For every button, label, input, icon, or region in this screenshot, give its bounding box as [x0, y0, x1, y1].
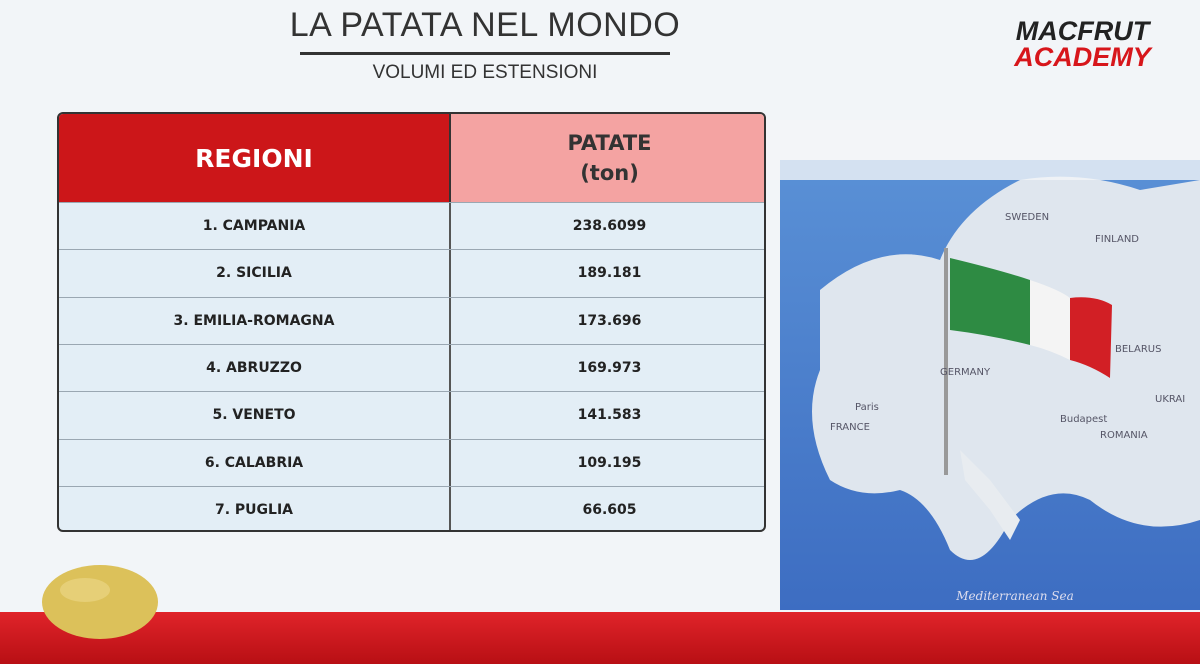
header-cell: REGIONI — [59, 114, 449, 202]
table-row: 5. VENETO 141.583 — [59, 391, 764, 440]
map-label: GERMANY — [940, 367, 991, 378]
map-label: Paris — [855, 402, 879, 413]
map-label: BELARUS — [1115, 344, 1161, 355]
table: REGIONI PATATE (ton) 1. CAMPANIA 238.6099 2… — [57, 112, 766, 532]
map: SWEDEN FINLAND BELARUS GERMANY FRANCE ROMANIA… — [760, 120, 1200, 610]
logo: MACFRUT ACADEMY — [1000, 16, 1165, 72]
region-cell: 5. VENETO — [212, 407, 296, 424]
header-text: REGIONI — [195, 143, 313, 173]
value-cell: 66.605 — [449, 486, 764, 530]
potato — [42, 565, 158, 639]
region-cell: 3. EMILIA-ROMAGNA — [173, 312, 335, 329]
table-row: 2. SICILIA 189.181 — [59, 249, 764, 298]
header-text: PATATE — [567, 131, 652, 155]
map-label: Mediterranean Sea — [955, 589, 1073, 603]
table-row: 1. CAMPANIA 238.6099 — [59, 202, 764, 250]
potato-shape — [42, 565, 158, 639]
region-cell: 4. ABRUZZO — [206, 359, 302, 376]
table-row: 3. EMILIA-ROMAGNA 173.696 — [59, 296, 764, 345]
flag-white — [1030, 280, 1070, 360]
flag-green — [950, 258, 1030, 345]
map-label: SWEDEN — [1005, 212, 1049, 223]
header-cell: PATATE (ton) — [449, 114, 764, 202]
header-unit: (ton) — [580, 161, 639, 185]
value-cell: 173.696 — [449, 297, 764, 345]
title: LA PATATA NEL MONDO — [289, 6, 681, 44]
value-cell: 169.973 — [449, 344, 764, 392]
map-label: FINLAND — [1095, 234, 1139, 245]
logo-line: MACFRUT — [1015, 16, 1150, 46]
region-cell: 2. SICILIA — [216, 265, 292, 282]
map-label: Budapest — [1060, 414, 1107, 425]
table-row: 7. PUGLIA 66.605 — [59, 485, 764, 530]
map-label: ROMANIA — [1100, 430, 1148, 441]
value-cell: 109.195 — [449, 439, 764, 487]
potato-highlight — [60, 578, 110, 602]
logo-line: ACADEMY — [1014, 42, 1151, 72]
region-cell: 7. PUGLIA — [214, 501, 294, 518]
value-cell: 189.181 — [449, 250, 764, 298]
region-cell: 1. CAMPANIA — [202, 218, 306, 234]
value-cell: 238.6099 — [449, 203, 764, 250]
flag-red — [1070, 297, 1112, 378]
italy — [960, 450, 1020, 540]
bottom-stripe — [0, 612, 1200, 664]
value-cell: 141.583 — [449, 392, 764, 440]
table-row: 4. ABRUZZO 169.973 — [59, 343, 764, 392]
title-underline — [300, 52, 670, 55]
map-label: FRANCE — [830, 422, 870, 433]
subtitle: VOLUMI ED ESTENSIONI — [372, 62, 598, 83]
land — [812, 176, 1200, 560]
map-label: UKRAI — [1155, 394, 1185, 405]
table-row: 6. CALABRIA 109.195 — [59, 438, 764, 487]
haze — [760, 120, 1200, 180]
region-cell: 6. CALABRIA — [204, 454, 304, 471]
